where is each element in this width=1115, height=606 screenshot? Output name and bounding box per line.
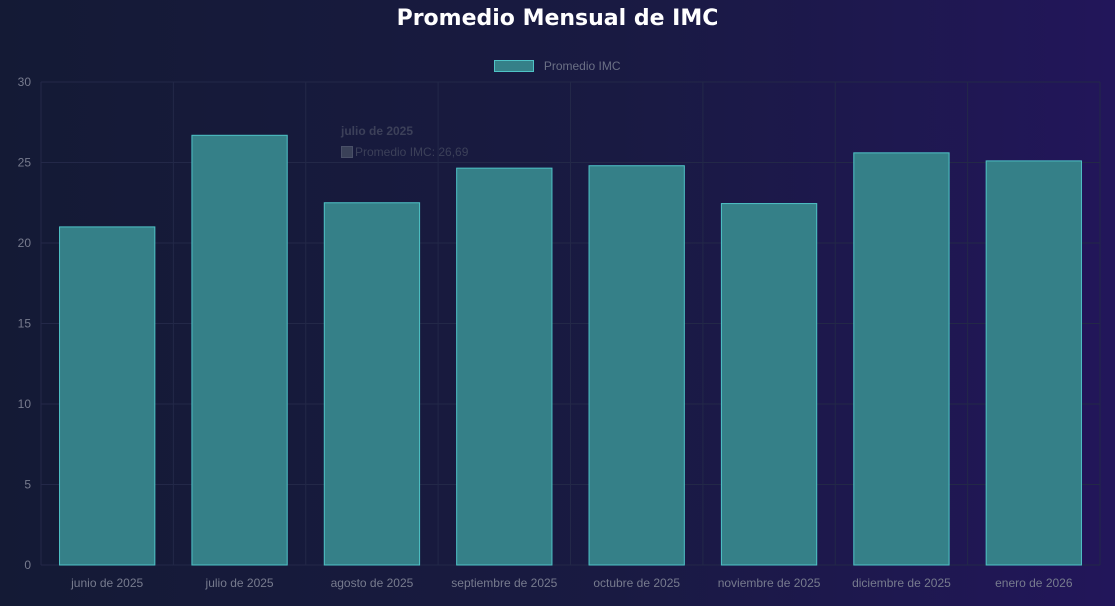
bar[interactable] [456, 167, 553, 566]
bar[interactable] [853, 152, 950, 566]
y-tick-label: 15 [18, 317, 32, 331]
x-tick-label: octubre de 2025 [593, 576, 680, 590]
tooltip-swatch [341, 145, 353, 158]
x-tick-label: enero de 2026 [995, 576, 1073, 590]
tooltip-title: julio de 2025 [341, 124, 414, 138]
tooltip: julio de 2025 Promedio IMC: 26,69 [334, 115, 475, 168]
chart-title: Promedio Mensual de IMC [396, 6, 719, 31]
y-axis-ticks: 0 5 10 15 20 25 30 [18, 75, 32, 572]
x-axis-ticks: junio de 2025 julio de 2025 agosto de 2025… [70, 576, 1073, 590]
bar[interactable] [720, 203, 818, 566]
tooltip-row: Promedio IMC: 26,69 [341, 141, 468, 162]
bar[interactable] [985, 160, 1082, 566]
x-tick-label: agosto de 2025 [331, 576, 414, 590]
y-tick-label: 30 [18, 75, 32, 89]
x-tick-label: septiembre de 2025 [451, 576, 557, 590]
legend-label: Promedio IMC [543, 58, 621, 73]
bar[interactable] [323, 202, 421, 566]
legend-swatch [494, 59, 535, 72]
x-tick-label: diciembre de 2025 [852, 576, 951, 590]
tooltip-label: Promedio IMC: 26,69 [355, 144, 469, 159]
x-tick-label: junio de 2025 [70, 576, 143, 590]
y-tick-label: 20 [18, 236, 32, 250]
x-tick-label: noviembre de 2025 [718, 576, 821, 590]
y-tick-label: 0 [24, 558, 31, 572]
y-tick-label: 25 [18, 156, 32, 170]
bar[interactable] [191, 134, 288, 566]
bar[interactable] [59, 226, 156, 566]
y-tick-label: 5 [24, 478, 31, 492]
bar[interactable] [588, 165, 685, 566]
y-tick-label: 10 [18, 397, 32, 411]
legend[interactable]: Promedio IMC [0, 58, 1115, 73]
x-tick-label: julio de 2025 [205, 576, 274, 590]
bar-series [59, 134, 1082, 566]
